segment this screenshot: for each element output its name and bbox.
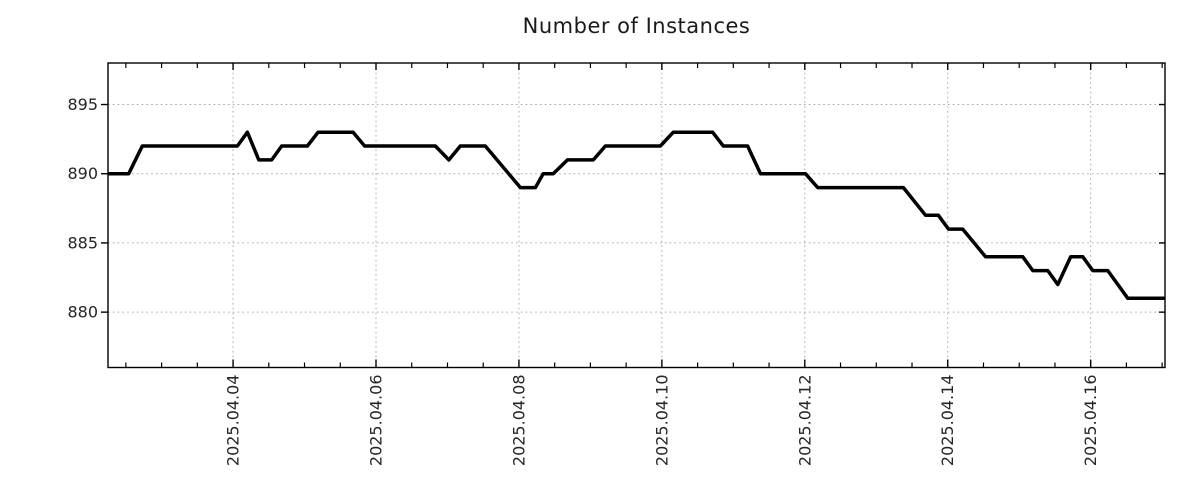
- x-tick-label: 2025.04.12: [795, 375, 814, 467]
- y-tick-label: 885: [67, 233, 98, 252]
- x-tick-label: 2025.04.10: [652, 375, 671, 467]
- y-tick-label: 895: [67, 95, 98, 114]
- x-tick-label: 2025.04.06: [367, 375, 386, 467]
- plot-border: [107, 62, 1166, 369]
- x-tick-label: 2025.04.08: [509, 375, 528, 467]
- series-line: [108, 130, 1165, 301]
- x-tick-label: 2025.04.14: [938, 375, 957, 467]
- chart-title: Number of Instances: [522, 14, 751, 38]
- y-tick-label: 890: [67, 164, 98, 183]
- x-tick-label: 2025.04.16: [1081, 375, 1100, 467]
- x-tick-label: 2025.04.04: [224, 375, 243, 467]
- y-tick-label: 880: [67, 303, 98, 322]
